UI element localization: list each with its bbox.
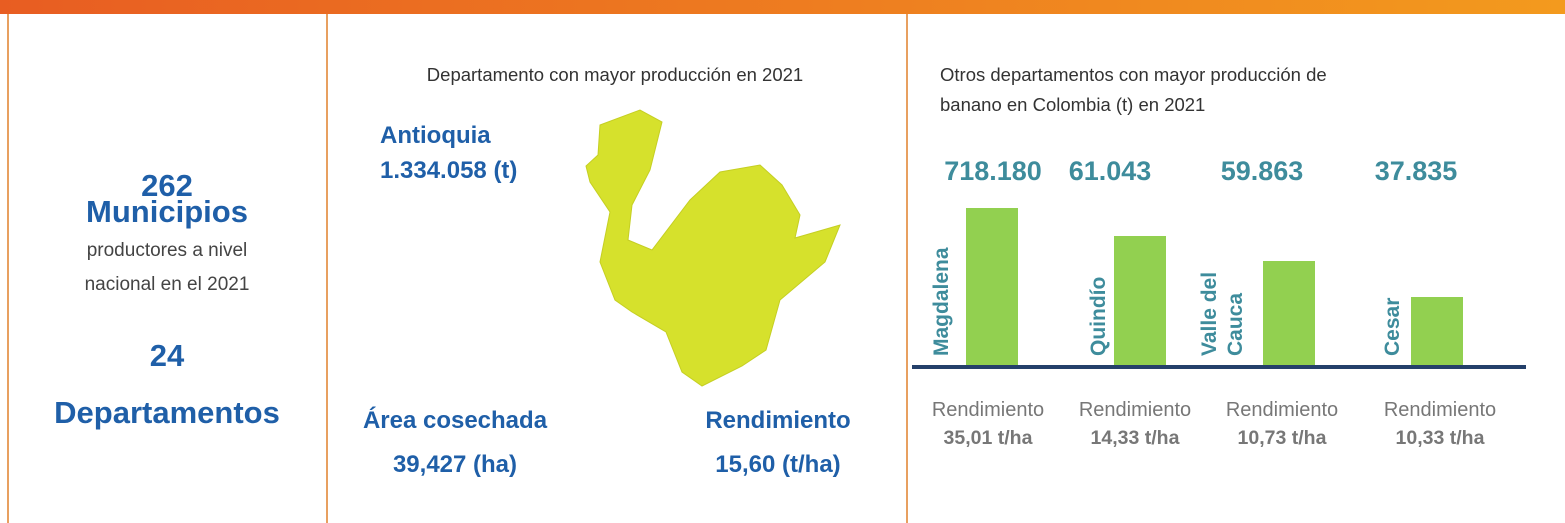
- item-value: 61.043: [1069, 156, 1152, 186]
- item-name: Magdalena: [930, 247, 953, 356]
- item-name: Valle del: [1198, 272, 1221, 356]
- item-value: 37.835: [1375, 156, 1458, 186]
- departamentos-number: 24: [150, 338, 185, 373]
- item-name: Cauca: [1224, 293, 1247, 356]
- department-production: 1.334.058 (t): [380, 157, 517, 184]
- yield-label: Rendimiento: [1384, 399, 1496, 421]
- municipios-desc: productores a nivel: [87, 240, 248, 261]
- yield-label: Rendimiento: [1079, 399, 1191, 421]
- yield-value: 15,60 (t/ha): [715, 451, 840, 478]
- yield-label: Rendimiento: [932, 399, 1044, 421]
- bar: [1114, 236, 1166, 367]
- department-name: Antioquia: [380, 122, 491, 149]
- departamentos-label: Departamentos: [54, 395, 280, 430]
- bar: [1263, 261, 1315, 367]
- right-title: banano en Colombia (t) en 2021: [940, 94, 1205, 115]
- top-bar: [0, 0, 1565, 14]
- item-name: Cesar: [1381, 298, 1404, 356]
- item-value: 59.863: [1221, 156, 1304, 186]
- middle-title: Departamento con mayor producción en 202…: [427, 64, 803, 85]
- item-name: Quindío: [1087, 277, 1110, 356]
- yield-value: 10,33 t/ha: [1396, 427, 1485, 449]
- bar: [1411, 297, 1463, 367]
- yield-value: 10,73 t/ha: [1238, 427, 1327, 449]
- municipios-desc: nacional en el 2021: [85, 274, 250, 295]
- item-value: 718.180: [944, 156, 1042, 186]
- bar: [966, 208, 1018, 367]
- antioquia-map: [585, 109, 841, 387]
- area-value: 39,427 (ha): [393, 451, 517, 478]
- municipios-number: 262: [141, 168, 193, 203]
- yield-label: Rendimiento: [1226, 399, 1338, 421]
- municipios-label: Municipios: [86, 194, 248, 229]
- yield-value: 14,33 t/ha: [1091, 427, 1180, 449]
- yield-label: Rendimiento: [705, 407, 850, 434]
- yield-value: 35,01 t/ha: [944, 427, 1033, 449]
- right-title: Otros departamentos con mayor producción…: [940, 64, 1327, 85]
- area-label: Área cosechada: [363, 406, 548, 434]
